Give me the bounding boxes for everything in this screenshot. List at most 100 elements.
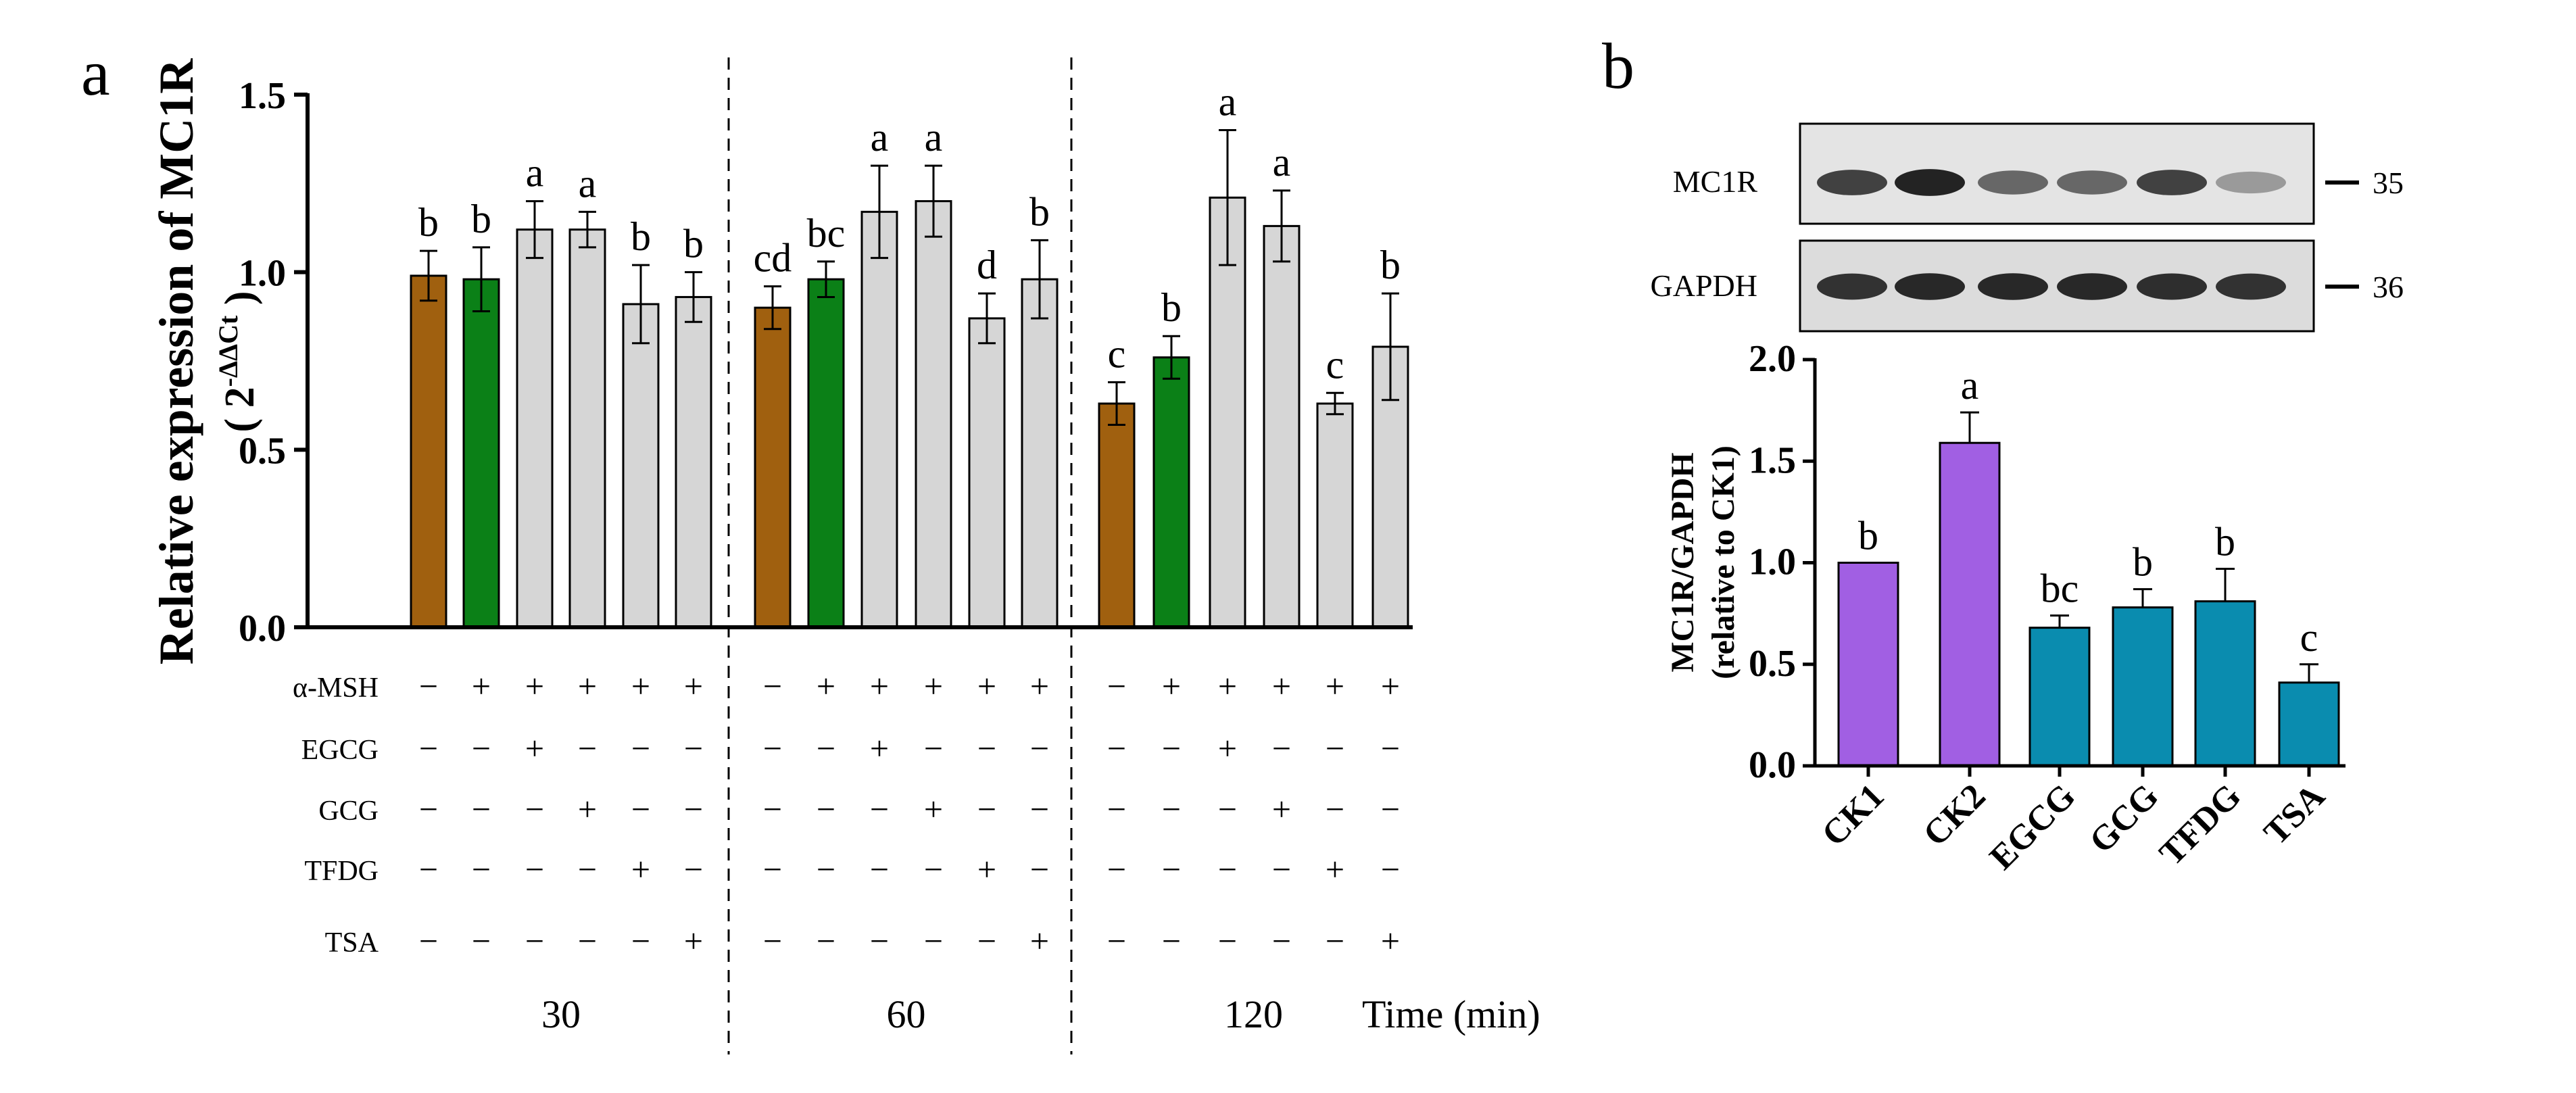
treatment-sign: +	[684, 922, 703, 960]
significance-letter: bc	[2041, 566, 2079, 611]
treatment-label: α-MSH	[293, 673, 379, 704]
blot-band	[2057, 273, 2127, 300]
treatment-sign: −	[817, 850, 835, 888]
y-tick-label: 0.5	[239, 430, 286, 472]
treatment-sign: +	[631, 667, 650, 705]
blot-band	[2137, 273, 2207, 300]
treatment-sign: −	[578, 922, 597, 960]
treatment-sign: −	[977, 729, 996, 767]
significance-letter: c	[1326, 342, 1344, 387]
treatment-sign: +	[1326, 850, 1344, 888]
bar	[410, 274, 447, 629]
blot-band	[1895, 169, 1965, 196]
bar	[807, 278, 845, 629]
treatment-sign: −	[763, 790, 782, 828]
treatment-sign: −	[924, 850, 943, 888]
treatment-sign: −	[1326, 922, 1344, 960]
treatment-sign: −	[472, 790, 491, 828]
treatment-sign: +	[870, 667, 889, 705]
treatment-sign: −	[870, 922, 889, 960]
bar	[2112, 606, 2174, 767]
significance-letter: b	[631, 214, 651, 259]
blot-strip	[1799, 122, 2315, 225]
bar	[2028, 627, 2091, 767]
treatment-sign: +	[924, 667, 943, 705]
treatment-sign: +	[1162, 667, 1181, 705]
treatment-sign: −	[472, 850, 491, 888]
x-category-label: CK1	[1815, 777, 1892, 854]
treatment-sign: +	[1218, 667, 1237, 705]
treatment-sign: +	[1272, 667, 1291, 705]
blot-band	[1817, 170, 1887, 195]
y-tick-label: 1.0	[1749, 541, 1796, 583]
significance-letter: cd	[754, 236, 792, 281]
treatment-sign: −	[472, 922, 491, 960]
treatment-sign: −	[1218, 922, 1237, 960]
bar	[915, 200, 952, 629]
treatment-sign: −	[763, 667, 782, 705]
panel-b-letter: b	[1602, 30, 1634, 102]
treatment-sign: +	[684, 667, 703, 705]
blot-band	[2216, 273, 2286, 300]
significance-letter: b	[1029, 189, 1050, 234]
treatment-sign: −	[1272, 850, 1291, 888]
panel-b-chart: MC1R/GAPDH (relative to CK1) 0.0 0.5 1.0 1.5 2…	[1665, 338, 2346, 877]
treatment-sign: −	[419, 850, 438, 888]
treatment-sign: −	[977, 790, 996, 828]
bar	[462, 278, 500, 629]
blot-band	[2216, 171, 2286, 194]
treatment-sign: +	[1030, 667, 1049, 705]
treatment-sign: +	[578, 667, 597, 705]
blot-band	[1978, 273, 2048, 300]
treatment-sign: −	[419, 729, 438, 767]
treatment-label: TFDG	[304, 856, 379, 887]
significance-letter: b	[2133, 540, 2153, 585]
treatment-sign: −	[924, 729, 943, 767]
y-axis-label-formula: ( 2-ΔΔCt )	[213, 291, 263, 433]
treatment-sign: −	[1162, 729, 1181, 767]
significance-letter: a	[579, 161, 597, 205]
significance-letter: b	[2215, 520, 2235, 564]
significance-letter: bc	[807, 211, 846, 256]
treatment-sign: −	[870, 850, 889, 888]
treatment-sign: +	[578, 790, 597, 828]
treatment-sign: +	[977, 667, 996, 705]
treatment-sign: −	[1272, 729, 1291, 767]
treatment-sign: −	[1381, 850, 1400, 888]
bar	[1021, 278, 1059, 629]
treatment-sign: −	[763, 850, 782, 888]
treatment-sign: +	[525, 729, 544, 767]
significance-letter: c	[1108, 332, 1126, 377]
treatment-sign: −	[1218, 790, 1237, 828]
treatment-sign: +	[1381, 667, 1400, 705]
bar	[968, 317, 1006, 629]
treatment-sign: −	[1030, 729, 1049, 767]
bar	[1098, 402, 1136, 629]
treatment-sign: −	[631, 729, 650, 767]
bar	[568, 228, 606, 629]
treatment-sign: −	[763, 729, 782, 767]
blot-band	[2057, 170, 2127, 195]
blot-band	[1817, 273, 1887, 300]
treatment-sign: −	[1162, 922, 1181, 960]
treatment-sign: +	[924, 790, 943, 828]
significance-letter: b	[683, 222, 704, 266]
treatment-sign: −	[817, 729, 835, 767]
treatment-sign: −	[578, 729, 597, 767]
treatment-sign: +	[1326, 667, 1344, 705]
time-label: 120	[1224, 992, 1283, 1036]
y-tick-label: 1.5	[239, 75, 286, 117]
x-category-label: CK2	[1916, 777, 1993, 854]
time-label: 60	[887, 992, 926, 1036]
bar	[675, 295, 712, 629]
y-axis-label-superscript: -ΔΔCt	[213, 315, 243, 387]
y-tick-label: 2.0	[1749, 338, 1796, 380]
treatment-sign: −	[817, 922, 835, 960]
significance-letter: a	[1961, 363, 1979, 408]
treatment-sign: +	[870, 729, 889, 767]
time-axis-label: Time (min)	[1362, 992, 1540, 1036]
molecular-weight-label: 36	[2373, 270, 2404, 304]
y-tick-label: 1.5	[1749, 439, 1796, 481]
bar	[1837, 562, 1899, 767]
